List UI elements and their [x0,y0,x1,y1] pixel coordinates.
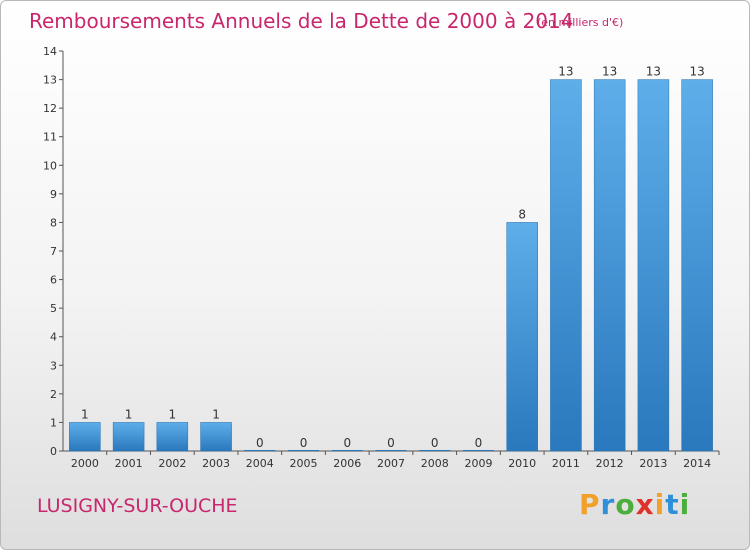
y-tick-label: 9 [50,188,57,201]
x-tick-label: 2011 [552,457,580,470]
x-tick-label: 2008 [421,457,449,470]
y-tick-label: 11 [43,131,57,144]
x-tick-label: 2003 [202,457,230,470]
bar-2004 [244,450,276,451]
x-tick-label: 2002 [158,457,186,470]
y-tick-label: 4 [50,331,57,344]
x-tick-label: 2005 [290,457,318,470]
data-label-2000: 1 [81,407,89,421]
chart-bars [69,79,713,452]
logo-letter: P [579,488,601,521]
bar-2010 [506,222,538,452]
data-label-2009: 0 [475,436,483,450]
chart-data-labels: 1 1 1 1 0 0 0 0 0 0 8 13 13 13 13 [81,65,705,450]
bar-2000 [69,422,101,452]
data-label-2014: 13 [689,65,704,79]
y-tick-label: 7 [50,245,57,258]
y-tick-label: 12 [43,102,57,115]
data-label-2007: 0 [387,436,395,450]
bar-2012 [593,79,626,452]
data-label-2001: 1 [125,407,133,421]
data-label-2006: 0 [343,436,351,450]
data-label-2003: 1 [212,407,220,421]
x-tick-label: 2006 [333,457,361,470]
bar-2003 [200,422,232,452]
bar-2006 [331,450,363,451]
data-label-2010: 8 [518,207,526,221]
y-tick-label: 13 [43,74,57,87]
x-tick-label: 2010 [508,457,536,470]
logo-letter: o [615,488,636,521]
data-label-2012: 13 [602,65,617,79]
x-tick-label: 2014 [683,457,711,470]
chart-subtitle: (en milliers d'€) [537,16,624,29]
bar-2005 [288,450,320,451]
y-tick-label: 10 [43,159,57,172]
bar-2014 [681,79,713,452]
bar-2009 [462,450,494,451]
bar-2001 [112,422,145,452]
data-label-2008: 0 [431,436,439,450]
logo-letter: x [635,488,655,521]
data-label-2004: 0 [256,436,264,450]
x-tick-label: 2007 [377,457,405,470]
bar-2013 [637,79,670,452]
y-tick-label: 5 [50,302,57,315]
bar-2011 [550,79,582,452]
y-tick-label: 1 [50,416,57,429]
data-label-2013: 13 [646,65,661,79]
commune-name: LUSIGNY-SUR-OUCHE [37,495,238,517]
logo-letter: i [654,488,666,521]
bar-2002 [156,422,189,452]
x-tick-label: 2001 [115,457,143,470]
y-tick-label: 8 [50,216,57,229]
logo-letter: i [679,488,691,521]
x-tick-label: 2004 [246,457,274,470]
y-tick-label: 3 [50,359,57,372]
bar-2008 [419,450,451,451]
y-tick-label: 14 [43,45,57,58]
x-tick-label: 2000 [71,457,99,470]
bar-2007 [375,450,407,451]
logo-letter: t [665,488,680,521]
proxiti-logo: Proxiti [579,488,690,521]
data-label-2005: 0 [300,436,308,450]
chart-title: Remboursements Annuels de la Dette de 20… [29,9,574,33]
y-tick-label: 0 [50,445,57,458]
logo-letter: r [600,488,616,521]
y-tick-label: 2 [50,388,57,401]
data-label-2011: 13 [558,65,573,79]
y-tick-label: 6 [50,274,57,287]
x-tick-label: 2013 [639,457,667,470]
data-label-2002: 1 [169,407,177,421]
x-tick-label: 2009 [464,457,492,470]
x-tick-label: 2012 [596,457,624,470]
